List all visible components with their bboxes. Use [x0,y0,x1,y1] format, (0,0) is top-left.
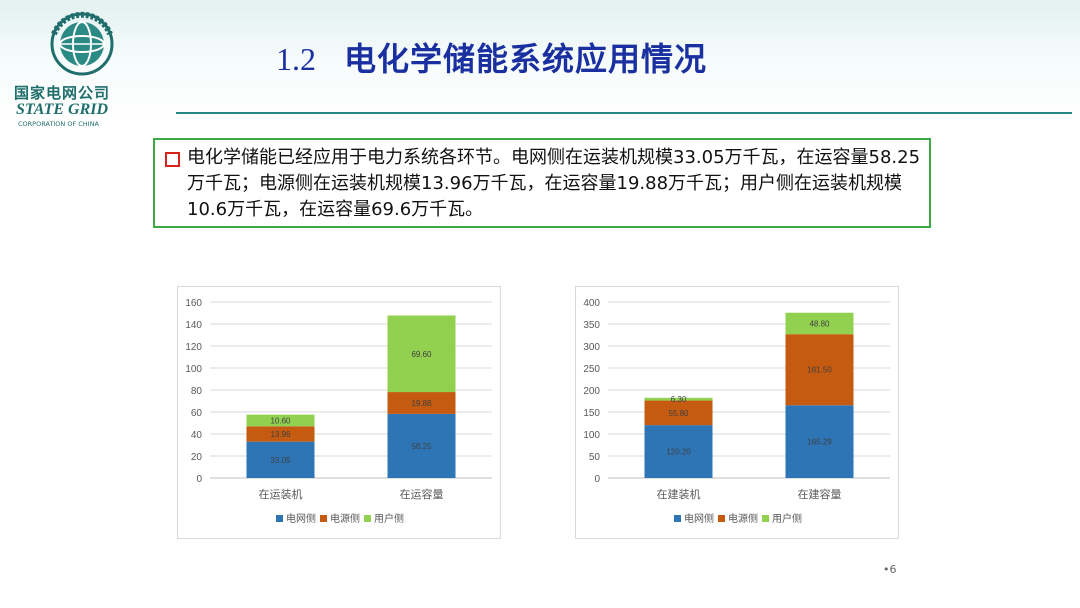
y-tick-label: 0 [594,474,600,485]
summary-box: 电化学储能已经应用于电力系统各环节。电网侧在运装机规模33.05万千瓦，在运容量… [153,138,931,228]
bar-segment [785,405,854,478]
y-tick-label: 140 [185,320,202,331]
page-title: 1.2 电化学储能系统应用情况 [276,34,707,80]
bar-segment [785,334,854,406]
data-label: 165.29 [807,438,832,447]
y-tick-label: 150 [583,408,600,419]
bar-segment [644,400,713,426]
square-bullet-icon [165,152,180,167]
y-tick-label: 50 [589,452,601,463]
bar-segment [785,312,854,335]
legend-label: 电网侧 [286,512,316,525]
under-construction-storage-chart: 0 50 100 150 200 250 300 350 400 120.20 55.80 6.30 在… [575,286,899,539]
legend-label: 电源侧 [728,512,758,525]
legend-swatch [364,515,371,522]
y-tick-label: 120 [185,342,202,353]
legend-swatch [276,515,283,522]
y-tick-label: 160 [185,298,202,309]
bar-segment [644,425,713,478]
category-label: 在建装机 [657,487,701,501]
y-tick-label: 60 [191,408,203,419]
y-tick-label: 40 [191,430,203,441]
logo-english-name: STATE GRID [16,101,109,118]
legend-swatch [718,515,725,522]
data-label: 55.80 [668,409,689,418]
section-number: 1.2 [276,41,316,77]
logo-chinese-name: 国家电网公司 [14,84,111,102]
legend-swatch [762,515,769,522]
legend-swatch [320,515,327,522]
bar-segment [387,392,456,414]
y-tick-label: 250 [583,364,600,375]
data-label: 48.80 [809,319,830,328]
y-tick-label: 0 [196,474,202,485]
y-tick-label: 300 [583,342,600,353]
category-label: 在建容量 [798,487,842,501]
data-label: 33.05 [270,456,291,465]
y-tick-label: 200 [583,386,600,397]
y-tick-label: 80 [191,386,203,397]
legend-label: 电网侧 [684,512,714,525]
y-tick-label: 20 [191,452,203,463]
data-label: 6.30 [671,395,687,404]
data-label: 13.96 [270,430,291,439]
data-label: 10.60 [270,416,291,425]
bar-segment [246,414,315,427]
bar-segment [246,426,315,442]
data-label: 19.88 [411,399,432,408]
y-tick-label: 100 [185,364,202,375]
bar-segment [387,315,456,393]
y-tick-label: 400 [583,298,600,309]
summary-text: 电化学储能已经应用于电力系统各环节。电网侧在运装机规模33.05万千瓦，在运容量… [187,147,921,220]
legend-swatch [674,515,681,522]
data-label: 120.20 [666,448,691,457]
legend-label: 电源侧 [330,512,360,525]
y-tick-label: 100 [583,430,600,441]
globe-logo-icon [50,11,114,76]
legend-label: 用户侧 [374,512,404,525]
logo-subtitle: CORPORATION OF CHINA [18,120,99,128]
section-title: 电化学储能系统应用情况 [344,40,708,78]
bar-segment [246,441,315,478]
operating-storage-chart-svg: 0 20 40 60 80 100 120 140 160 33.05 13.96 10.60 在运装机… [185,298,492,525]
y-tick-label: 350 [583,320,600,331]
bar-segment [387,413,456,478]
legend-label: 用户侧 [772,512,802,525]
state-grid-logo: 国家电网公司 STATE GRID CORPORATION OF CHINA [12,8,152,128]
data-label: 58.25 [411,442,432,451]
data-label: 161.50 [807,366,832,375]
category-label: 在运装机 [259,487,303,501]
category-label: 在运容量 [400,487,444,501]
title-divider [176,112,1072,114]
page-number: •6 [883,563,897,576]
data-label: 69.60 [411,350,432,359]
operating-storage-chart: 0 20 40 60 80 100 120 140 160 33.05 13.96 10.60 在运装机… [177,286,501,539]
bar-segment [644,397,713,401]
under-construction-storage-chart-svg: 0 50 100 150 200 250 300 350 400 120.20 55.80 6.30 在… [583,298,890,525]
